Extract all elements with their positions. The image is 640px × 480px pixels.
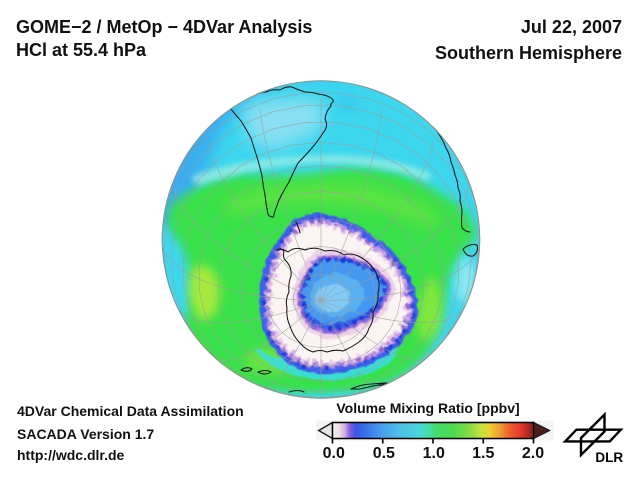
svg-text:DLR: DLR — [595, 450, 623, 465]
